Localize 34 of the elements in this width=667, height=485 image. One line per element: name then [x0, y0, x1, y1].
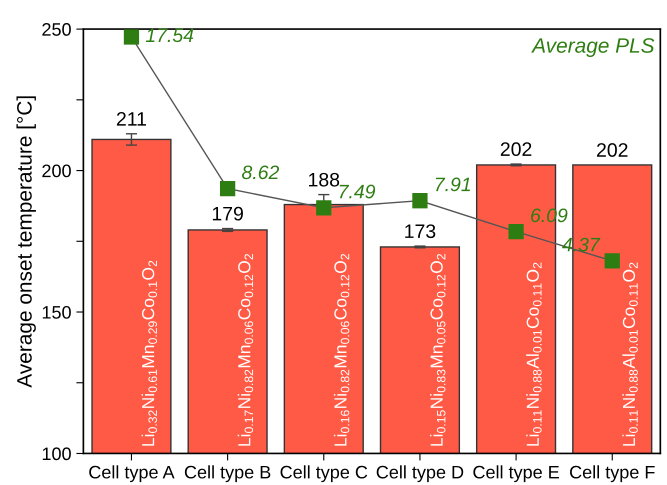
- x-tick-label: Cell type F: [570, 465, 655, 482]
- point: [604, 253, 620, 269]
- y-tick-label: 250: [42, 23, 71, 36]
- x-tick-label: Cell type E: [473, 465, 559, 482]
- x-tick-label: Cell type D: [376, 465, 464, 482]
- data-label: 8.62: [242, 165, 280, 180]
- data-label: 202: [500, 142, 532, 156]
- text: Li$_{0.17}$Ni$_{0.82}$Mn$_{0.06}$Co$_{0.12}$O$_{2}$: [238, 254, 254, 446]
- data-label: 188: [309, 172, 340, 187]
- y-axis-title: Average onset temperature [°C]: [16, 96, 36, 388]
- y-tick-label: 200: [42, 164, 71, 178]
- text: Li$_{0.11}$Ni$_{0.88}$Al$_{0.01}$Co$_{0.11}$O$_{2}$: [622, 262, 638, 446]
- data-label: 7.91: [436, 178, 470, 192]
- data-label: 202: [597, 143, 628, 157]
- point: [412, 193, 428, 208]
- point: [508, 224, 524, 240]
- text: Li$_{0.11}$Ni$_{0.88}$Al$_{0.01}$Co$_{0.11}$O$_{2}$: [526, 262, 542, 446]
- text: Li$_{0.32}$Ni$_{0.61}$Mn$_{0.29}$Co$_{0.1}$O$_{2}$: [142, 260, 157, 446]
- data-label: 179: [212, 206, 243, 221]
- x-tick-label: Cell type A: [89, 465, 175, 482]
- text: Li$_{0.16}$Ni$_{0.82}$Mn$_{0.06}$Co$_{0.12}$O$_{2}$: [334, 254, 350, 446]
- y-tick-label: 100: [42, 447, 71, 460]
- text: Li$_{0.15}$Ni$_{0.83}$Mn$_{0.05}$Co$_{0.12}$O$_{2}$: [430, 254, 446, 446]
- point: [220, 180, 236, 196]
- data-label: 7.49: [340, 184, 376, 198]
- x-tick-label: Cell type C: [280, 465, 368, 482]
- point: [316, 200, 332, 216]
- point: [124, 29, 140, 45]
- x-tick-label: Cell type B: [184, 465, 270, 482]
- y-tick-label: 150: [42, 306, 71, 319]
- data-label: 17.54: [146, 28, 194, 42]
- data-label: 211: [116, 112, 146, 126]
- text: Average PLS: [531, 38, 654, 58]
- data-label: 173: [405, 224, 436, 238]
